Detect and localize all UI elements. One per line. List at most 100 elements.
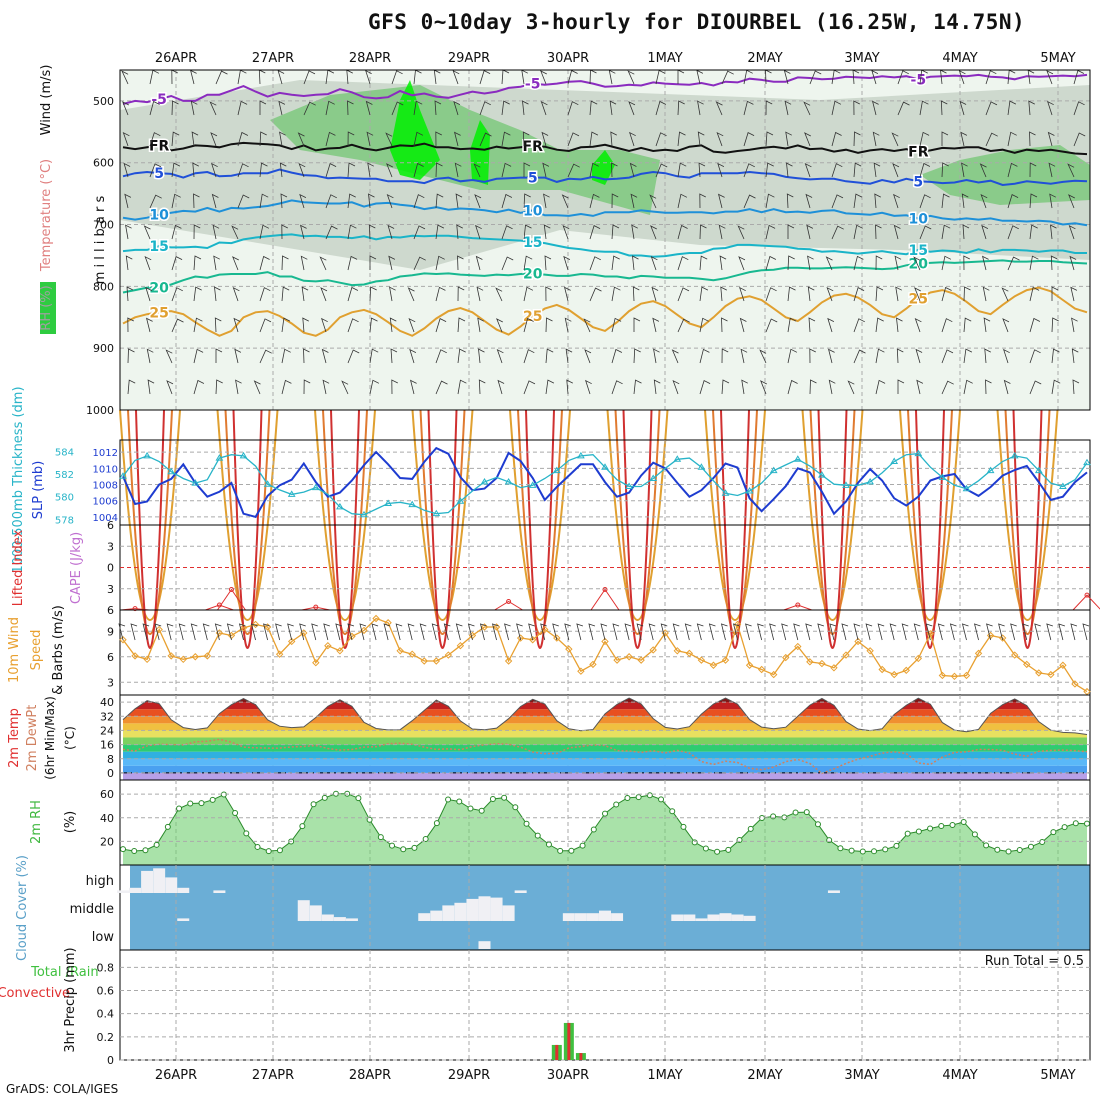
wind-barb xyxy=(897,379,905,394)
isotherm-label-4-1: 15 xyxy=(523,235,542,251)
cloud-middle-38 xyxy=(574,913,587,921)
rh-ytick-2: 60 xyxy=(100,788,114,801)
wind-barb xyxy=(875,379,886,395)
wind-barb xyxy=(982,286,990,302)
wind-barb xyxy=(435,318,447,333)
wind-barb xyxy=(479,132,492,147)
wind-ytick-0: 3 xyxy=(107,676,114,689)
wind-barb xyxy=(584,349,592,364)
wind-barb xyxy=(233,317,241,333)
wind-barb xyxy=(385,132,393,147)
wind-speed-point-65 xyxy=(902,666,910,675)
rh-point-43 xyxy=(602,810,608,817)
temp-ytick-4: 32 xyxy=(100,710,114,723)
wind-speed-point-43 xyxy=(637,656,645,664)
cloud-middle-51 xyxy=(731,914,744,921)
wind-barb xyxy=(649,194,657,209)
wind-barb xyxy=(765,224,776,240)
thickness-ytick-3: 584 xyxy=(55,447,74,458)
surface-wind-barb-62 xyxy=(865,623,873,641)
wind-speed-point-54 xyxy=(769,670,778,679)
thickness-point xyxy=(311,483,320,491)
temp-band-2 xyxy=(123,758,1087,766)
wind-barb xyxy=(941,380,954,395)
wind-speed-point-32 xyxy=(504,657,513,665)
wind-barb xyxy=(325,100,335,116)
wind-barb xyxy=(915,348,923,364)
wind-barb xyxy=(215,70,228,85)
surface-isotherm-0-1 xyxy=(127,409,173,635)
thickness-point xyxy=(1059,482,1067,489)
lifted-index-peak-16 xyxy=(301,606,330,611)
rh-point-86 xyxy=(1084,820,1090,827)
thickness-point xyxy=(239,451,248,459)
wind-barb xyxy=(501,162,512,178)
temp-band-8 xyxy=(123,716,1087,724)
wind-barb xyxy=(629,131,636,147)
wind-speed-point-41 xyxy=(613,656,621,664)
slp-ytick-0: 1004 xyxy=(93,513,118,524)
surface-wind-barb-60 xyxy=(841,623,849,641)
upper-air-ytick-0: 500 xyxy=(93,95,114,108)
cloud-high-1 xyxy=(129,887,142,893)
rh-point-24 xyxy=(389,842,396,849)
wind-barb xyxy=(365,100,373,116)
wind-barb xyxy=(452,69,460,85)
wind-barb xyxy=(413,100,423,116)
surface-wind-barb-34 xyxy=(528,623,535,641)
surface-wind-barb-55 xyxy=(781,623,788,641)
isotherm-label-2-0: 5 xyxy=(154,166,164,182)
surface-wind-barb-59 xyxy=(829,623,837,641)
lifted-index-point-32 xyxy=(506,599,512,604)
cape-ylabel: CAPE (J/kg) xyxy=(69,532,84,604)
wind-barb xyxy=(611,255,620,271)
surface-wind-barb-28 xyxy=(455,623,463,641)
wind-barb xyxy=(853,287,865,302)
wind-barb xyxy=(611,348,623,364)
wind-barb xyxy=(853,100,860,116)
wind-barb xyxy=(522,100,529,116)
wind-barb xyxy=(166,380,174,395)
wind-barb xyxy=(1073,132,1086,147)
surface-isotherm-9-1 xyxy=(1004,409,1051,635)
surface-isotherm-7-1 xyxy=(809,409,856,635)
surface-wind-barb-51 xyxy=(732,623,740,641)
wind-barb xyxy=(567,163,580,178)
wind-barb xyxy=(677,287,690,302)
precip-ylabel-left-2: Rain xyxy=(70,965,99,980)
wind-barb xyxy=(589,162,599,178)
wind-barb xyxy=(743,100,754,116)
wind-barb xyxy=(325,225,338,240)
wind-barb xyxy=(566,379,573,395)
wind-speed-point-77 xyxy=(1047,670,1055,679)
rh-point-45 xyxy=(624,794,631,801)
temp-band-3 xyxy=(123,751,1087,759)
wind-barb xyxy=(633,348,641,364)
wind-barb xyxy=(564,317,572,333)
thickness-point xyxy=(1034,466,1043,474)
surface-isotherm-7-0 xyxy=(801,409,864,621)
wind-barb xyxy=(716,131,724,147)
wind-barb xyxy=(980,193,988,209)
thickness-point xyxy=(793,455,802,462)
wind-barb xyxy=(501,256,514,271)
thickness-point xyxy=(866,477,874,485)
isotherm-label-0-0: -5 xyxy=(151,92,167,108)
wind-barb xyxy=(193,379,205,395)
lifted-index-peak-8 xyxy=(205,604,234,611)
wind-speed-point-3 xyxy=(155,625,163,634)
wind-speed-point-58 xyxy=(818,659,826,668)
wind-barb xyxy=(872,100,879,116)
wind-barb xyxy=(476,286,484,302)
surface-wind-barb-40 xyxy=(600,623,608,641)
wind-speed-point-18 xyxy=(336,647,344,655)
wind-barb xyxy=(959,100,967,116)
thickness-point xyxy=(625,482,633,489)
wind-speed-point-2 xyxy=(143,655,151,664)
surface-wind-barb-20 xyxy=(359,623,367,641)
date-label-bottom-2: 28APR xyxy=(349,1068,391,1083)
wind-barb xyxy=(479,70,491,85)
wind-barb xyxy=(653,348,660,364)
wind-speed-point-7 xyxy=(203,652,212,660)
wind-barb xyxy=(300,255,308,271)
